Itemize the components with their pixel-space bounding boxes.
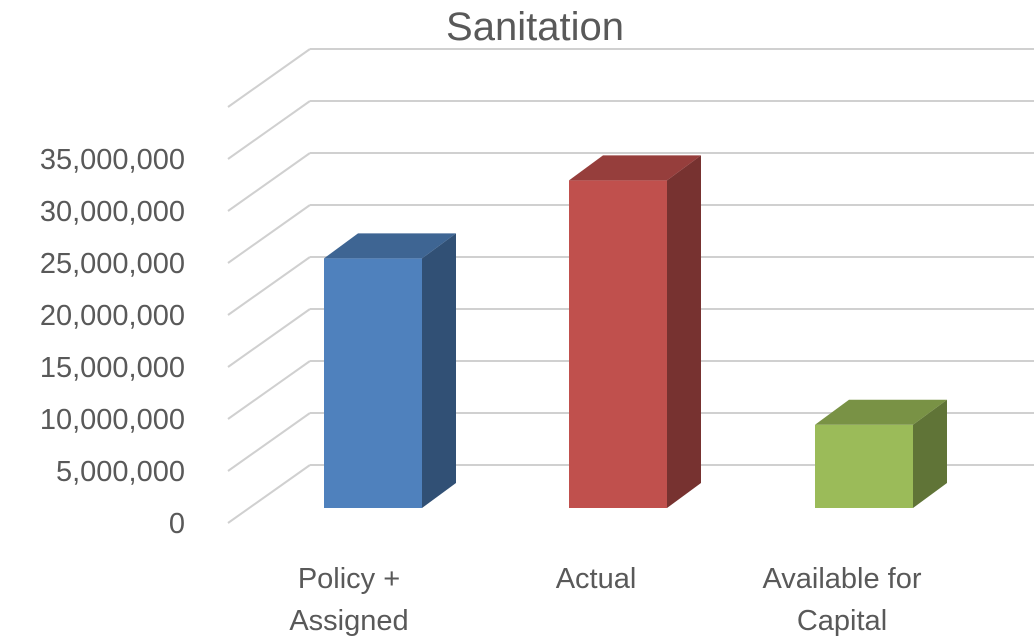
bar-front: [324, 258, 422, 508]
bar-front: [569, 180, 667, 508]
gridline-side: [227, 360, 311, 420]
y-tick-label: 10,000,000: [40, 404, 185, 436]
y-tick-label: 0: [169, 508, 185, 540]
bar: [569, 155, 701, 508]
x-category-label: Available for Capital: [762, 563, 921, 637]
gridline-side: [227, 256, 311, 316]
gridline-side: [227, 412, 311, 472]
y-tick-label: 25,000,000: [40, 248, 185, 280]
y-axis-ticks: 0 5,000,000 10,000,000 15,000,000 20,000,000…: [40, 144, 185, 540]
gridline-side: [227, 308, 311, 368]
y-tick-label: 5,000,000: [56, 456, 185, 488]
bar-side: [913, 399, 947, 508]
bar-top: [324, 233, 456, 259]
x-axis-categories: Policy + Assigned Actual Available for Capit…: [289, 563, 922, 637]
y-tick-label: 20,000,000: [40, 300, 185, 332]
bar: [324, 233, 456, 508]
x-category-label: Actual: [556, 563, 637, 595]
y-tick-label: 35,000,000: [40, 144, 185, 176]
gridline-side: [227, 48, 311, 108]
bar: [815, 399, 947, 508]
bar-top: [569, 155, 701, 181]
bar-side: [422, 233, 456, 508]
bars: [324, 155, 947, 508]
gridline-side: [227, 152, 311, 212]
chart-title: Sanitation: [446, 5, 624, 49]
bar-side: [667, 155, 701, 508]
gridline-side: [227, 100, 311, 160]
gridline-side: [227, 204, 311, 264]
bar-front: [815, 424, 913, 508]
bar-top: [815, 399, 947, 425]
gridline-side: [227, 464, 311, 524]
y-tick-label: 30,000,000: [40, 196, 185, 228]
x-category-label: Policy + Assigned: [289, 563, 408, 637]
y-tick-label: 15,000,000: [40, 352, 185, 384]
